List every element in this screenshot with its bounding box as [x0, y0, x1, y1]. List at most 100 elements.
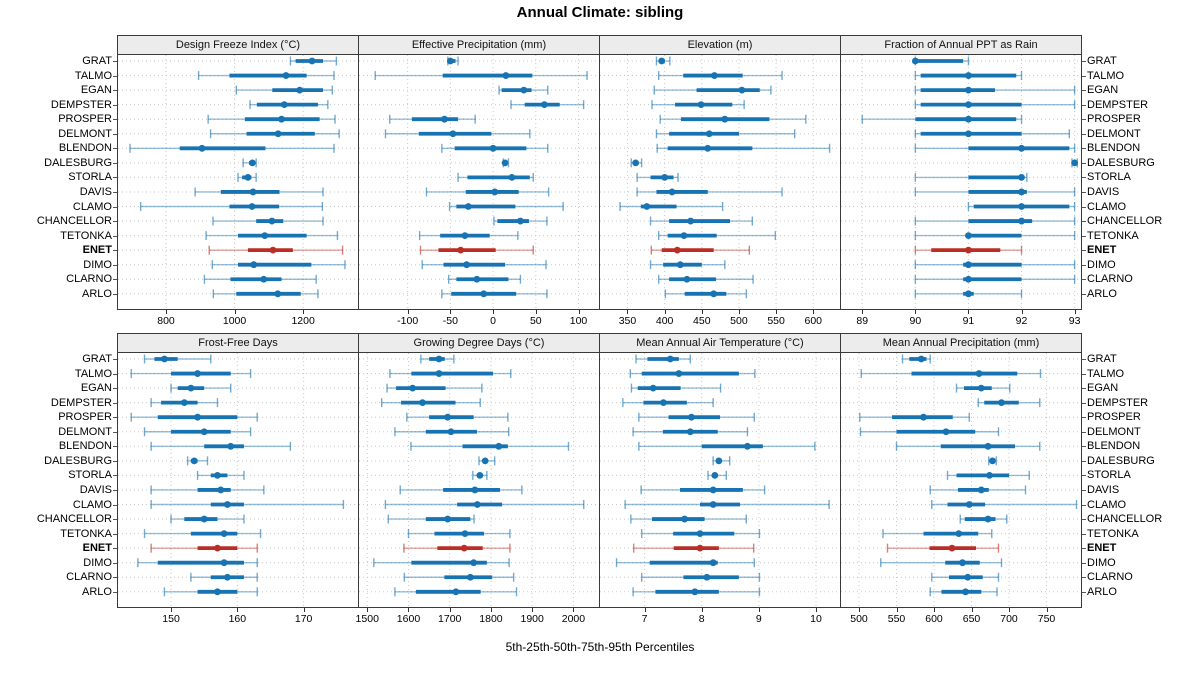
tick-label: 150 — [162, 613, 180, 625]
median-dot — [269, 246, 277, 254]
row-tick-left — [113, 519, 117, 521]
station-label-right: GRAT — [1087, 55, 1117, 67]
station-label-left: TETONKA — [60, 527, 112, 540]
interval-grat — [143, 354, 212, 364]
tick-mark — [407, 310, 409, 314]
median-dot — [460, 544, 468, 552]
median-dot — [480, 290, 488, 298]
median-dot — [261, 232, 269, 240]
tick-mark — [573, 608, 575, 612]
interval-dalesburg — [630, 158, 643, 168]
median-dot — [703, 573, 711, 581]
median-dot — [965, 101, 972, 109]
median-dot — [965, 130, 972, 138]
interval-dempster — [651, 100, 745, 110]
panel-header: Effective Precipitation (mm) — [359, 36, 599, 55]
station-label-left: DEMPSTER — [50, 98, 112, 111]
tick-label: 750 — [1037, 613, 1056, 625]
median-dot — [457, 246, 465, 254]
median-dot — [710, 290, 718, 298]
interval-davis — [399, 485, 523, 495]
x-axis: 89 90 91 92 93 — [841, 310, 1081, 334]
median-dot — [658, 57, 666, 65]
interval-dalesburg — [186, 456, 209, 466]
median-dot — [1018, 174, 1025, 181]
interval-grat — [289, 56, 338, 66]
interval-clarno — [203, 274, 317, 284]
median-dot — [274, 290, 282, 298]
interval-davis — [425, 187, 550, 197]
tick-mark — [1074, 310, 1076, 314]
median-dot — [248, 203, 256, 210]
interval-dimo — [421, 260, 547, 270]
median-dot — [194, 413, 201, 421]
station-label-right: CLARNO — [1087, 273, 1133, 286]
station-label-left: CLAMO — [72, 498, 112, 511]
tick-mark — [1021, 310, 1023, 314]
dotplot — [359, 353, 599, 607]
tick-mark — [968, 310, 970, 314]
interval-prosper — [659, 114, 807, 124]
interval-chancellor — [959, 514, 1008, 524]
median-dot — [965, 261, 972, 269]
median-dot — [268, 217, 276, 225]
row-tick-right — [1082, 75, 1086, 77]
tick-label: 1700 — [438, 613, 462, 625]
row-tick-right — [1082, 562, 1086, 564]
median-dot — [1018, 217, 1025, 225]
interval-delmont — [394, 427, 510, 437]
median-dot — [661, 174, 669, 181]
interval-prosper — [859, 412, 970, 422]
interval-clamo — [150, 500, 345, 509]
station-label-right: CLAMO — [1087, 200, 1127, 213]
median-dot — [214, 588, 221, 596]
median-dot — [998, 399, 1005, 407]
tick-label: 550 — [767, 315, 785, 327]
station-label-left: PROSPER — [58, 411, 112, 424]
row-tick-left — [113, 533, 117, 535]
interval-chancellor — [212, 216, 324, 226]
station-label-left: CHANCELLOR — [36, 513, 112, 526]
median-dot — [709, 501, 717, 508]
interval-egan — [235, 85, 333, 95]
interval-davis — [914, 187, 1076, 197]
station-label-right: DALESBURG — [1087, 156, 1155, 169]
interval-prosper — [207, 114, 336, 124]
station-label-right: TETONKA — [1087, 527, 1139, 540]
median-dot — [489, 144, 497, 152]
median-dot — [491, 188, 499, 196]
row-tick-right — [1082, 460, 1086, 462]
tick-mark — [1046, 608, 1048, 612]
tick-mark — [813, 310, 815, 314]
median-dot — [508, 174, 516, 181]
station-label-right: TALMO — [1087, 367, 1125, 380]
dotplot — [118, 55, 358, 309]
median-dot — [520, 86, 528, 94]
station-label-left: DELMONT — [58, 425, 112, 438]
row-tick-right — [1082, 504, 1086, 506]
median-dot — [965, 501, 973, 508]
median-dot — [715, 457, 723, 465]
tick-mark — [664, 310, 666, 314]
median-dot — [517, 217, 524, 225]
station-label-right: EGAN — [1087, 382, 1119, 395]
median-dot — [249, 188, 257, 196]
row-tick-left — [113, 206, 117, 208]
tick-mark — [303, 608, 305, 612]
row-tick-right — [1082, 264, 1086, 266]
row-tick-left — [113, 119, 117, 121]
interval-egan — [498, 85, 549, 95]
median-dot — [223, 573, 231, 581]
row-tick-left — [113, 133, 117, 135]
median-dot — [977, 486, 985, 494]
tick-mark — [234, 310, 236, 314]
median-dot — [649, 384, 657, 392]
median-dot — [965, 275, 972, 283]
panel-header: Mean Annual Air Temperature (°C) — [600, 334, 840, 353]
median-dot — [955, 530, 963, 537]
median-dot — [260, 275, 268, 283]
interval-arlo — [394, 587, 518, 597]
median-dot — [180, 399, 188, 407]
median-dot — [1071, 159, 1079, 167]
